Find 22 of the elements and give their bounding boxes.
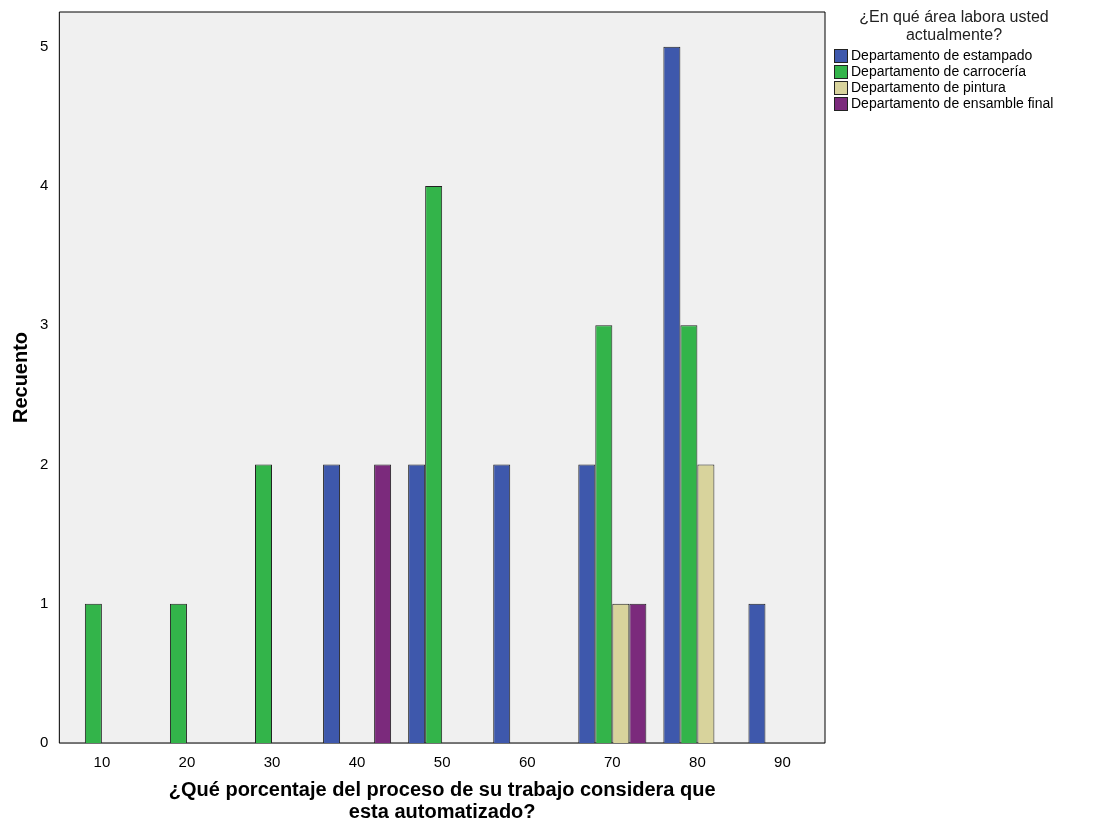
x-tick-label: 10 (93, 753, 111, 771)
x-tick-label: 40 (348, 753, 366, 771)
x-tick-label: 90 (774, 753, 791, 771)
x-tick-label: 60 (518, 753, 536, 771)
x-tick-label: 80 (689, 753, 706, 771)
x-tick-label: 20 (178, 753, 196, 771)
x-tick-label: 70 (603, 753, 621, 771)
legend-label: Departamento de estampado (851, 47, 1034, 63)
y-tick-label: 4 (40, 176, 49, 194)
legend-label: Departamento de carrocería (851, 63, 1028, 79)
x-tick-label: 30 (263, 753, 281, 771)
x-tick-label: 50 (433, 753, 451, 771)
y-axis-title: Recuento (8, 331, 31, 424)
y-tick-label: 2 (40, 454, 49, 472)
legend-title: ¿En qué área labora usted actualmente? (858, 8, 1050, 45)
legend-label: Departamento de ensamble final (851, 95, 1055, 111)
x-axis-title: ¿Qué porcentaje del proceso de su trabajo considera que esta automatizado? (168, 777, 716, 822)
legend-label: Departamento de pintura (851, 79, 1007, 95)
y-tick-label: 3 (40, 315, 49, 333)
y-tick-label: 5 (40, 36, 49, 54)
y-tick-label: 0 (40, 733, 49, 751)
y-tick-label: 1 (40, 593, 49, 611)
